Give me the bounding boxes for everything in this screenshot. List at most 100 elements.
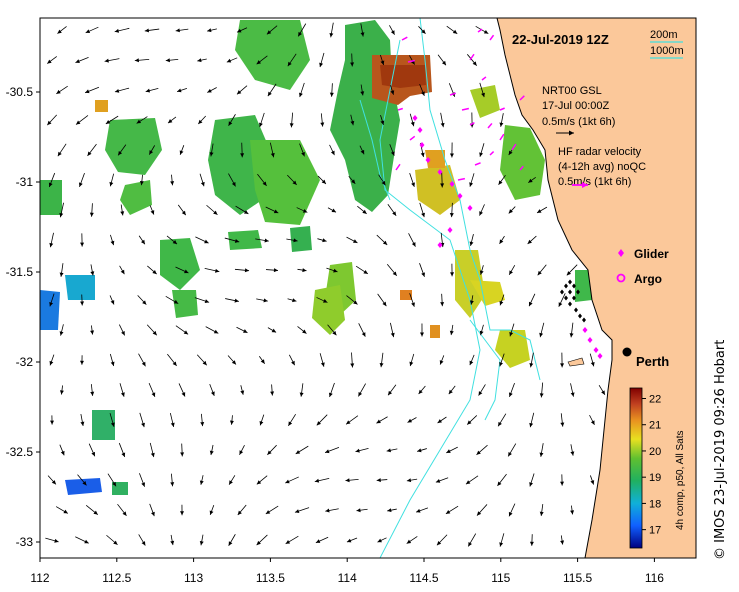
current-arrow-head [262, 181, 267, 186]
current-arrow-head [499, 542, 504, 547]
current-arrow-head [360, 32, 365, 37]
current-arrow-head [150, 210, 155, 215]
current-arrow-head [421, 272, 425, 277]
current-arrow-head [478, 391, 483, 396]
current-arrow-head [237, 510, 242, 515]
current-arrow-head [298, 31, 302, 37]
current-arrow-head [141, 541, 146, 546]
current-arrow-head [539, 332, 544, 338]
current-arrow-head [346, 538, 352, 543]
colorbar-ticks: 22 21 20 19 18 17 [642, 393, 661, 537]
y-tick-label: -31.5 [6, 265, 34, 279]
x-axis: 112 112.5 113 113.5 114 114.5 115 115.5 116 [30, 558, 664, 585]
current-arrow-head [387, 508, 392, 513]
current-arrow-head [299, 92, 303, 98]
current-arrow-head [168, 119, 173, 124]
current-arrow-head [499, 239, 504, 244]
perth-marker [622, 347, 632, 357]
current-arrow-head [448, 389, 453, 395]
current-arrow-head [90, 271, 95, 276]
current-arrow-head [105, 120, 111, 124]
current-arrow-head [539, 393, 544, 398]
current-arrow-head [499, 122, 504, 127]
current-arrow-head [321, 179, 326, 184]
y-axis: -30.5 -31 -31.5 -32 -32.5 -33 [6, 85, 40, 549]
y-tick-label: -30.5 [6, 85, 34, 99]
x-tick-label: 113 [184, 571, 203, 585]
current-arrow-head [141, 422, 145, 428]
current-arrow-head [173, 299, 179, 304]
current-arrow-head [75, 59, 80, 63]
legend-glider: Glider [618, 247, 669, 261]
current-arrow-head [469, 300, 474, 305]
current-arrow-head [122, 511, 127, 516]
current-arrow-head [204, 299, 210, 304]
current-arrow-head [325, 449, 330, 454]
current-arrow-head [539, 452, 544, 457]
track-point [564, 283, 568, 289]
current-arrow-head [362, 209, 367, 214]
track-point [576, 289, 580, 295]
current-arrow-head [197, 58, 202, 63]
current-arrow-head [140, 239, 145, 245]
current-arrow-head [537, 209, 542, 213]
current-arrow-head [80, 421, 85, 426]
land-mass [497, 18, 696, 558]
glider-point [582, 327, 588, 333]
current-arrow-head [234, 238, 240, 243]
current-arrow-head [110, 422, 115, 427]
current-arrow-head [270, 391, 275, 396]
current-arrow-head [439, 360, 444, 365]
current-arrow-head [47, 59, 52, 64]
current-arrow-head [322, 238, 327, 243]
current-arrow-head [479, 152, 484, 157]
current-arrow-head [259, 420, 264, 426]
current-arrow-head [90, 391, 95, 396]
current-arrow-head [476, 511, 482, 516]
radar-arrow [481, 76, 487, 81]
y-tick-label: -32.5 [6, 445, 34, 459]
current-arrow-head [285, 479, 290, 484]
model-label-scale: 0.5m/s (1kt 6h) [542, 116, 615, 128]
current-arrow-head [199, 480, 204, 485]
current-arrow-head [209, 152, 214, 157]
current-arrow-head [558, 302, 563, 307]
current-arrow-head [332, 330, 337, 336]
glider-point [587, 337, 593, 343]
current-arrow-head [240, 153, 245, 158]
radar-arrow [489, 150, 495, 156]
current-arrow-head [145, 88, 151, 93]
x-tick-label: 116 [645, 571, 664, 585]
current-arrow-head [293, 238, 298, 243]
glider-track [412, 115, 603, 359]
colorbar-tick-label: 18 [649, 498, 661, 510]
radar-arrow [511, 143, 517, 151]
current-arrow-head [449, 213, 454, 218]
radar-label-avg: (4-12h avg) noQC [558, 161, 646, 173]
current-arrow-head [452, 29, 458, 34]
current-arrow-head [382, 240, 388, 245]
current-arrow-head [200, 181, 205, 187]
current-arrow-head [141, 482, 146, 487]
radar-arrow [449, 92, 456, 96]
current-arrow-head [331, 208, 337, 213]
current-arrow-head [527, 239, 532, 244]
current-arrow-head [120, 211, 125, 216]
current-arrow-head [528, 301, 533, 307]
current-arrow-head [165, 58, 170, 63]
current-arrow-head [112, 481, 117, 487]
contour-legend-1000m: 1000m [650, 45, 684, 57]
current-arrow-head [377, 538, 382, 543]
current-arrow-head [259, 122, 263, 128]
current-arrow-head [144, 28, 150, 33]
track-point [568, 279, 572, 285]
current-arrow-head [151, 511, 155, 517]
current-arrow-head [329, 92, 334, 97]
current-arrow-head [346, 420, 351, 425]
current-arrow-head [440, 183, 445, 188]
current-arrow-head [381, 180, 386, 186]
track-point [568, 301, 572, 307]
current-arrow-head [421, 91, 425, 96]
x-tick-label: 114.5 [409, 571, 438, 585]
